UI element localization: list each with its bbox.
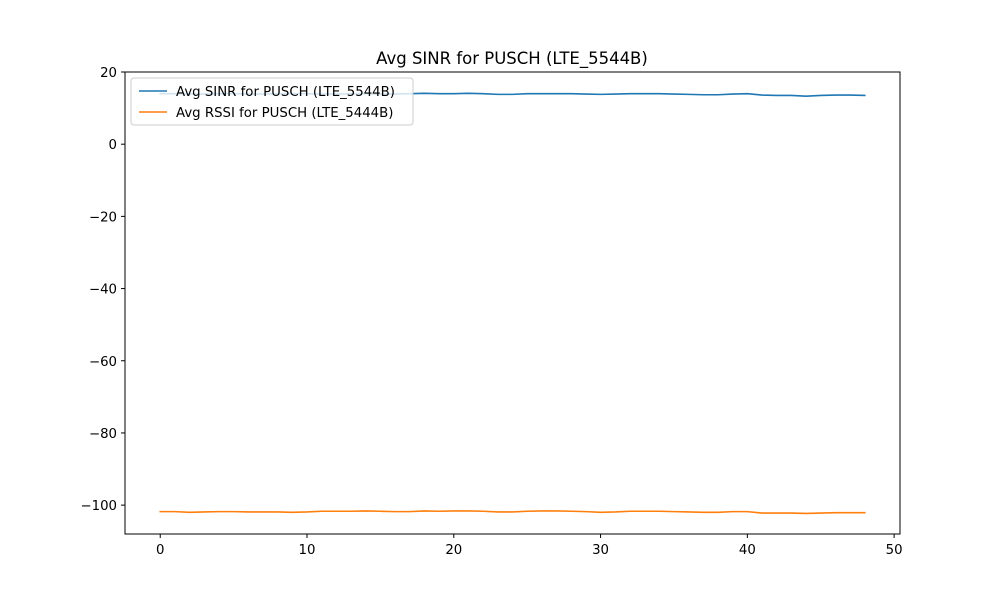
x-tick-label: 20 <box>445 543 462 558</box>
legend-label-rssi: Avg RSSI for PUSCH (LTE_5444B) <box>176 106 393 121</box>
legend-label-sinr: Avg SINR for PUSCH (LTE_5544B) <box>176 85 395 100</box>
x-tick-label: 50 <box>886 543 903 558</box>
y-tick-label: −20 <box>89 210 117 225</box>
y-tick-label: −100 <box>80 499 117 514</box>
x-tick-label: 30 <box>592 543 609 558</box>
y-tick-label: −80 <box>89 427 117 442</box>
legend-frame <box>130 77 414 126</box>
x-tick-label: 10 <box>299 543 316 558</box>
y-tick-label: −60 <box>89 355 117 370</box>
x-tick-label: 40 <box>739 543 756 558</box>
series-line-rssi <box>159 510 866 515</box>
chart-title: Avg SINR for PUSCH (LTE_5544B) <box>376 49 648 69</box>
x-tick-label: 0 <box>156 543 164 558</box>
y-tick-label: −40 <box>89 283 117 298</box>
y-tick-label: 20 <box>100 66 117 81</box>
axes-frame <box>124 71 901 535</box>
y-tick-label: 0 <box>109 138 117 153</box>
legend: Avg SINR for PUSCH (LTE_5544B) Avg RSSI … <box>130 77 414 126</box>
